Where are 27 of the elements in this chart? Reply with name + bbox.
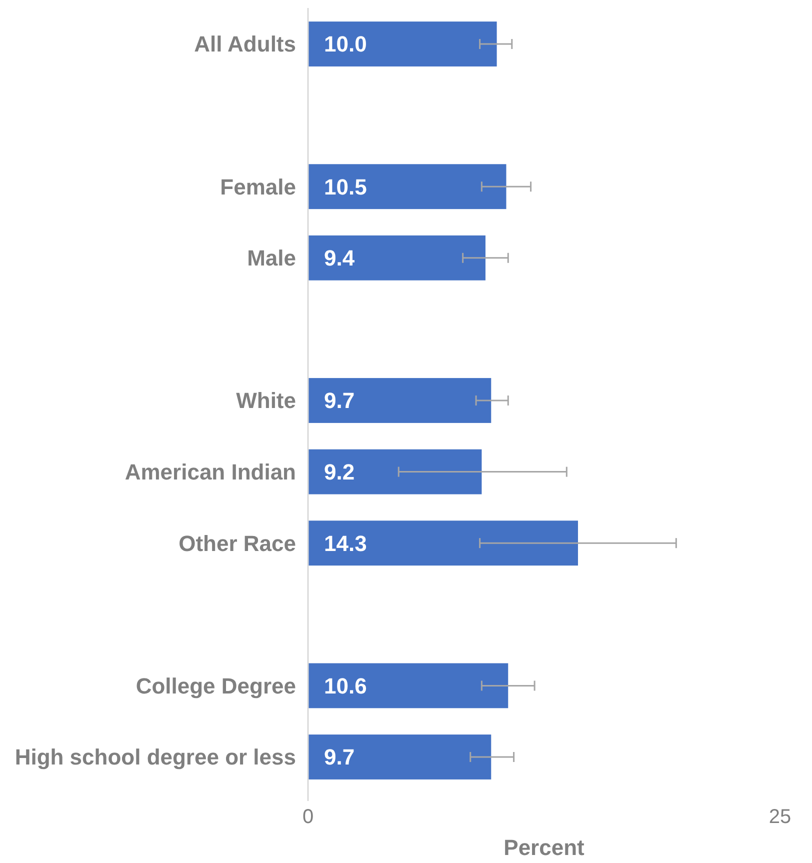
x-tick-label: 25 <box>768 806 792 828</box>
bar <box>308 22 497 66</box>
bar <box>308 164 506 210</box>
bar <box>308 235 486 280</box>
data-label: 10.0 <box>324 32 367 57</box>
data-label: 9.4 <box>324 246 356 271</box>
y-tick-label: Other Race <box>178 530 296 556</box>
data-label: 9.7 <box>324 388 355 414</box>
data-label: 10.6 <box>324 673 367 698</box>
y-tick-label: College Degree <box>136 673 296 698</box>
x-tick-label: 0 <box>302 806 314 828</box>
data-label: 9.2 <box>324 460 355 484</box>
y-tick-label: Male <box>247 246 296 271</box>
data-label: 14.3 <box>324 530 367 556</box>
y-tick-label: All Adults <box>194 32 296 57</box>
y-tick-label: American Indian <box>124 460 296 484</box>
y-tick-label: Female <box>220 174 296 200</box>
bar <box>308 663 508 708</box>
bar <box>308 734 492 780</box>
y-tick-label: White <box>236 388 296 414</box>
data-label: 10.5 <box>324 174 367 200</box>
bar <box>308 449 482 494</box>
y-tick-label: High school degree or less <box>14 744 296 770</box>
data-label: 9.7 <box>324 744 355 770</box>
bar <box>308 520 578 566</box>
x-axis-title: Percent <box>504 835 586 860</box>
bar <box>308 378 492 423</box>
